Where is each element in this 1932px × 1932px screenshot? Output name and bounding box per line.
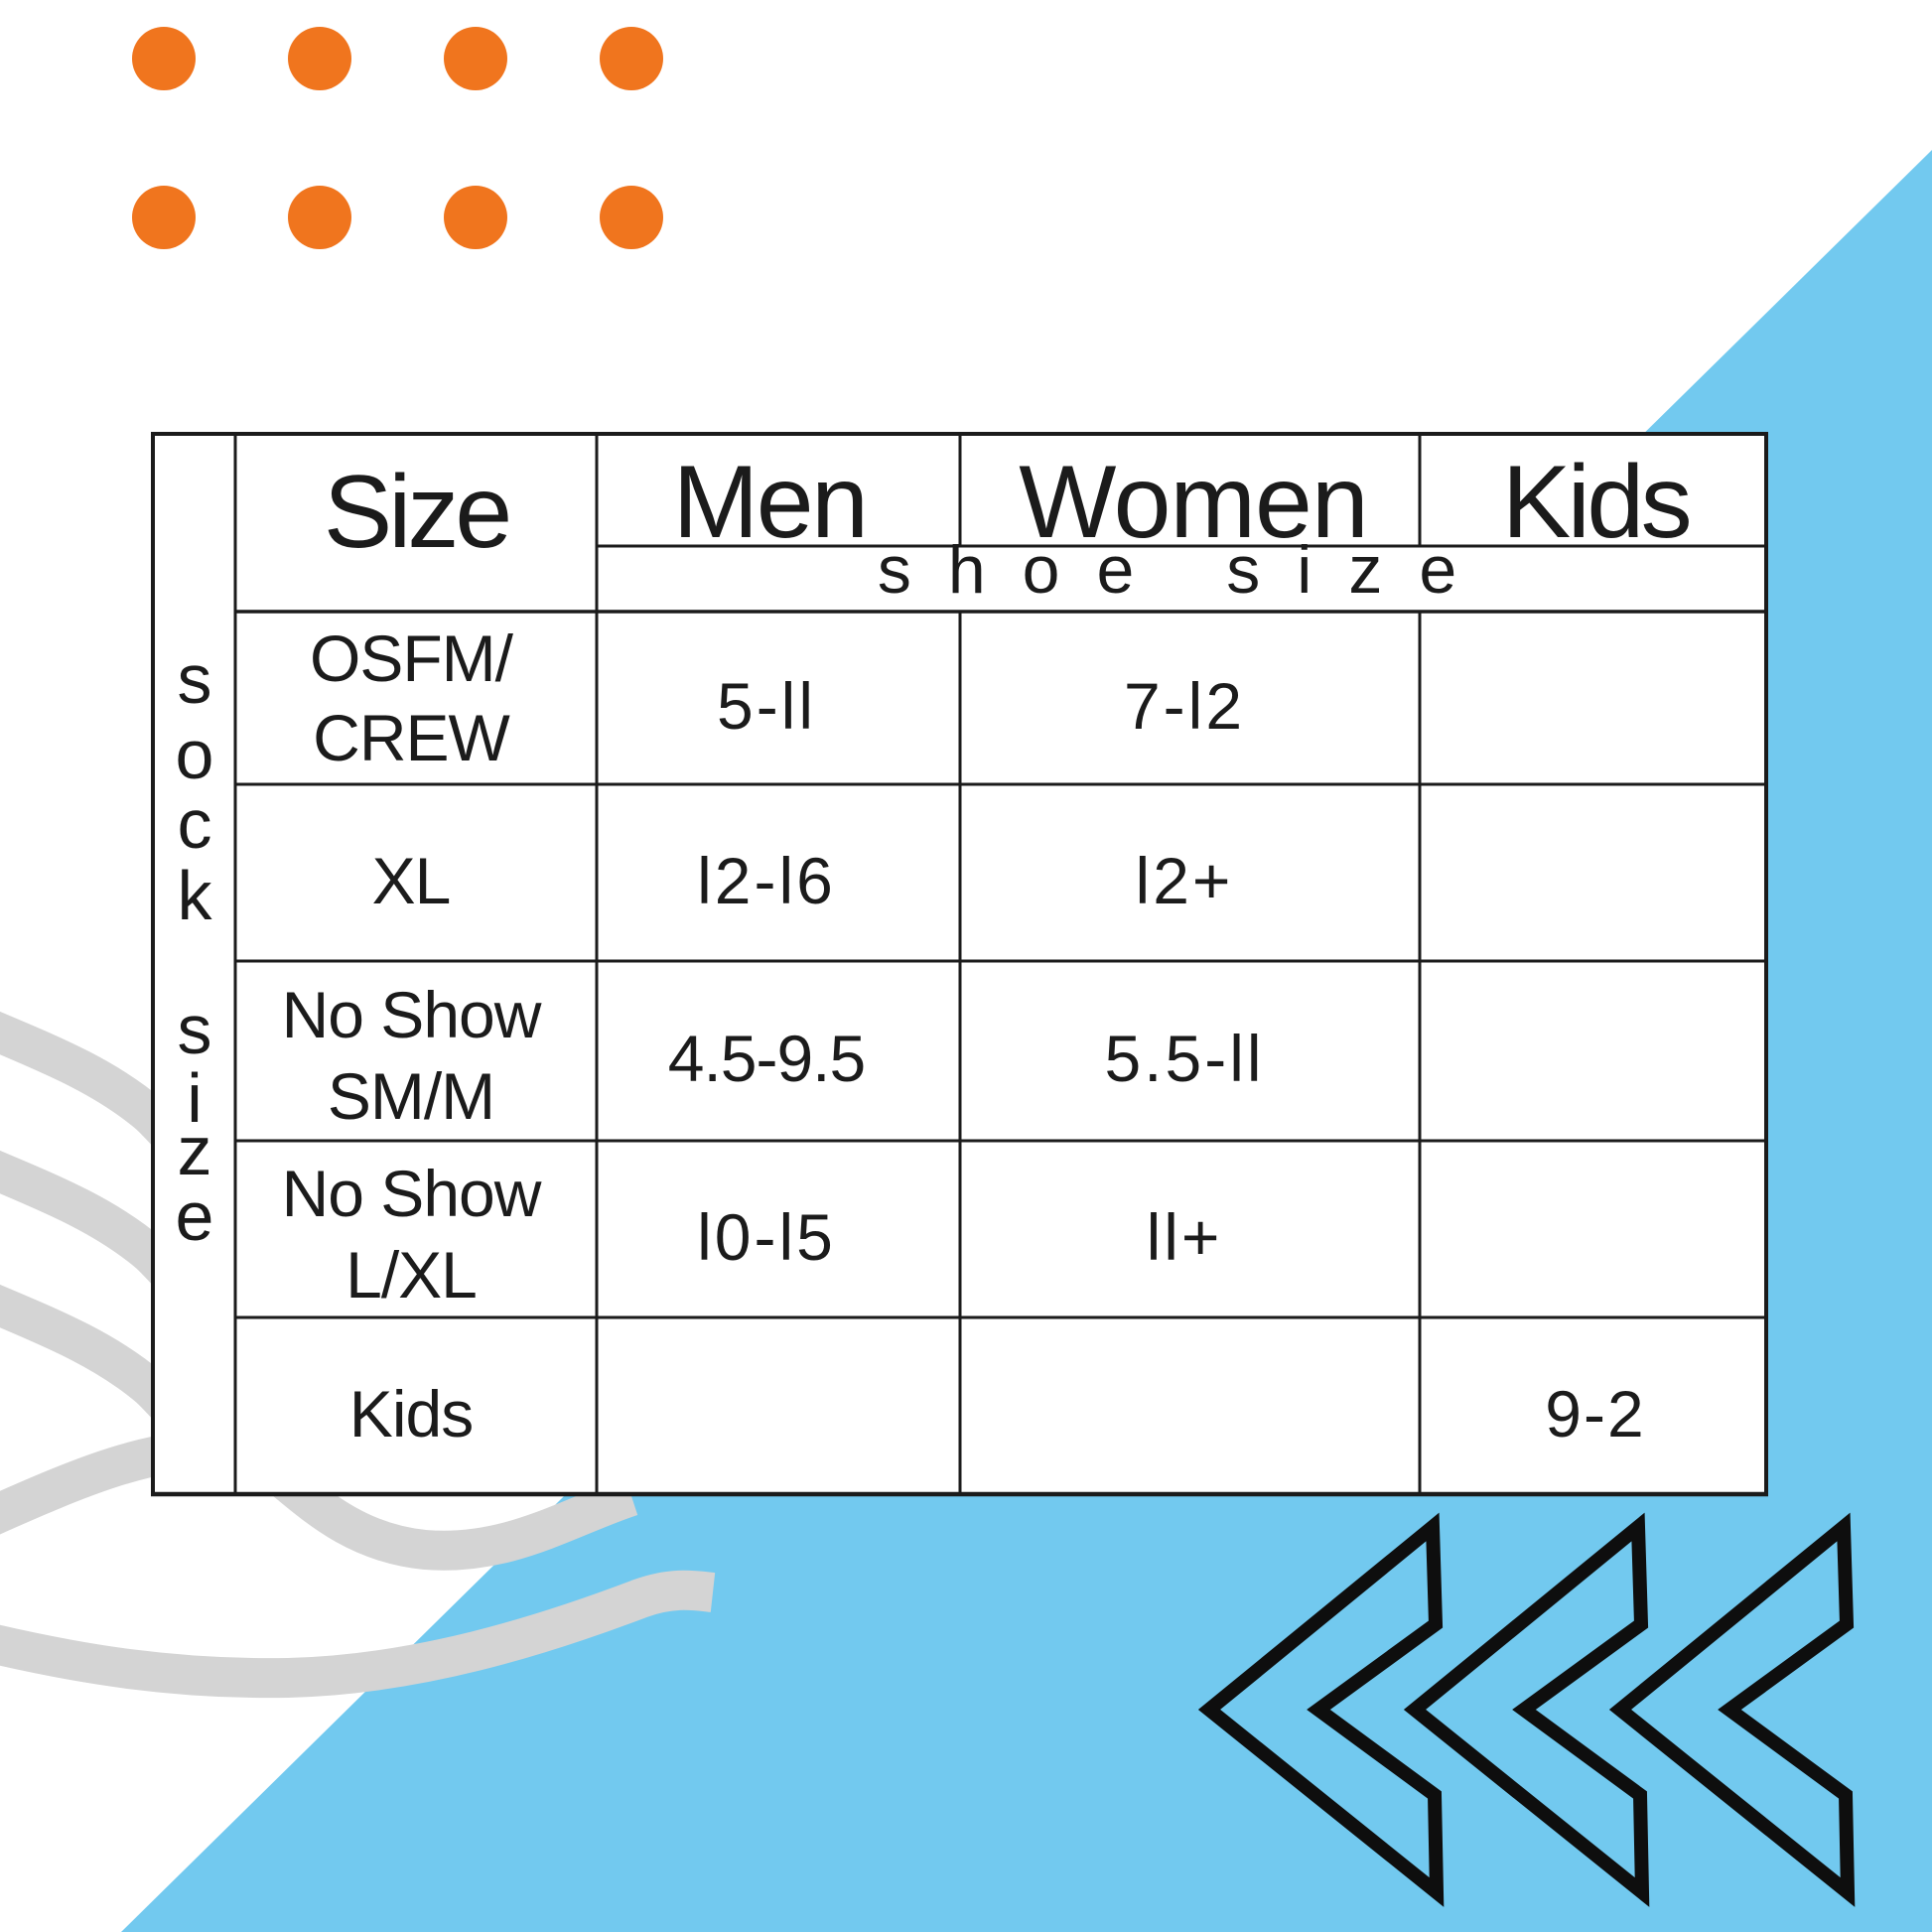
svg-text:XL: XL xyxy=(372,844,451,917)
svg-text:SM/M: SM/M xyxy=(328,1059,494,1133)
svg-text:7-l2: 7-l2 xyxy=(1124,669,1245,743)
svg-text:ll+: ll+ xyxy=(1147,1200,1223,1274)
svg-text:5.5-ll: 5.5-ll xyxy=(1104,1022,1264,1095)
svg-text:5-ll: 5-ll xyxy=(717,669,816,743)
svg-text:c: c xyxy=(178,785,212,863)
svg-text:s: s xyxy=(178,991,212,1068)
svg-text:o: o xyxy=(176,716,214,793)
svg-text:Kids: Kids xyxy=(1502,445,1690,560)
svg-text:l0-l5: l0-l5 xyxy=(697,1200,836,1274)
svg-text:z: z xyxy=(178,1112,212,1189)
svg-text:shoe size: shoe size xyxy=(878,532,1493,608)
svg-text:e: e xyxy=(176,1177,214,1255)
svg-text:s: s xyxy=(178,640,212,718)
svg-text:l2+: l2+ xyxy=(1136,844,1234,917)
svg-text:4.5-9.5: 4.5-9.5 xyxy=(668,1022,865,1095)
svg-text:Women: Women xyxy=(1019,445,1367,560)
svg-text:L/XL: L/XL xyxy=(345,1238,477,1311)
svg-text:Size: Size xyxy=(324,455,508,570)
svg-text:No Show: No Show xyxy=(282,978,542,1051)
svg-text:CREW: CREW xyxy=(313,701,510,774)
svg-text:9-2: 9-2 xyxy=(1545,1377,1645,1450)
svg-text:No Show: No Show xyxy=(282,1157,542,1230)
svg-text:k: k xyxy=(178,857,213,934)
svg-text:OSFM/: OSFM/ xyxy=(310,621,514,695)
svg-text:Kids: Kids xyxy=(349,1377,473,1450)
svg-text:l2-l6: l2-l6 xyxy=(697,844,836,917)
svg-text:Men: Men xyxy=(673,445,867,560)
svg-text:i: i xyxy=(187,1059,203,1137)
